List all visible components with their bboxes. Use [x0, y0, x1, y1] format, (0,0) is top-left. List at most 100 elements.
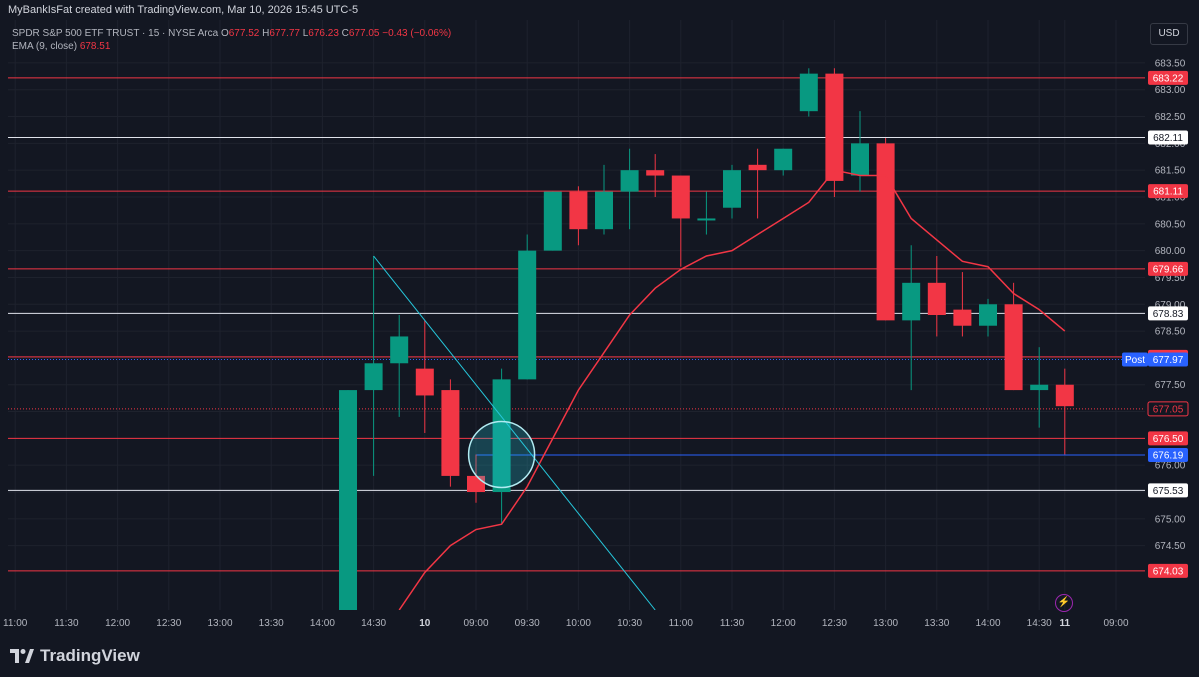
- price-tag-label: 682.11: [1153, 133, 1183, 144]
- x-tick-label: 11:00: [669, 618, 694, 629]
- price-tag-box: [1148, 306, 1188, 321]
- candle-body: [595, 191, 613, 230]
- x-tick-label: 12:30: [822, 618, 847, 629]
- y-tick-label: 678.50: [1155, 327, 1186, 338]
- y-tick-label: 674.50: [1155, 541, 1186, 552]
- candle-body: [748, 164, 767, 171]
- candle-body: [543, 191, 562, 251]
- x-tick-label: 11:00: [3, 618, 28, 629]
- x-tick-label: 10:00: [566, 618, 591, 629]
- price-tag-label: 678.83: [1153, 309, 1184, 320]
- x-tick-label: 09:00: [463, 618, 488, 629]
- x-tick-label: 11: [1060, 618, 1071, 629]
- y-tick-label: 676.00: [1155, 461, 1186, 472]
- price-tag-label: 676.19: [1153, 450, 1184, 461]
- tradingview-logo-icon: [10, 649, 34, 663]
- candle-body: [851, 143, 869, 176]
- candle-body: [569, 191, 588, 230]
- x-tick-label: 13:00: [207, 618, 232, 629]
- ema-series: [398, 169, 1066, 610]
- price-tag-box: [1148, 447, 1188, 462]
- chart-legend: SPDR S&P 500 ETF TRUST · 15 · NYSE Arca …: [12, 27, 451, 53]
- x-tick-label: 14:30: [1027, 618, 1052, 629]
- x-tick-label: 12:00: [771, 618, 796, 629]
- candle-body: [415, 368, 434, 396]
- attribution-bar: MyBankIsFat created with TradingView.com…: [0, 0, 1199, 20]
- candle-body: [927, 282, 946, 315]
- y-tick-label: 683.00: [1155, 85, 1186, 96]
- ema-row[interactable]: EMA (9, close) 678.51: [12, 40, 451, 53]
- candle-body: [646, 170, 665, 176]
- lightning-icon[interactable]: ⚡: [1055, 594, 1073, 612]
- drawings: [373, 255, 656, 610]
- candle-body: [671, 175, 690, 219]
- attribution-text: MyBankIsFat created with TradingView.com…: [8, 4, 359, 16]
- trend-line: [373, 255, 656, 610]
- y-tick-label: 680.50: [1155, 219, 1186, 230]
- price-tag-label: 676.50: [1153, 434, 1184, 445]
- candle-body: [876, 143, 895, 321]
- candle-body: [1055, 384, 1074, 407]
- candle-body: [723, 170, 741, 208]
- price-tag-box: [1148, 431, 1188, 446]
- price-tag-label: 683.22: [1153, 73, 1184, 84]
- x-tick-label: 10:30: [617, 618, 642, 629]
- candle-body: [953, 309, 972, 326]
- tradingview-logo[interactable]: TradingView: [10, 646, 140, 666]
- price-tags: 683.22682.11681.11679.66678.83678.02676.…: [1122, 70, 1189, 578]
- x-tick-label: 12:30: [156, 618, 181, 629]
- open-label: O: [220, 28, 229, 39]
- x-tick-label: 14:00: [975, 618, 1000, 629]
- candle-body: [339, 390, 357, 610]
- candle-body: [902, 282, 921, 321]
- candle-body: [1030, 384, 1049, 391]
- candle-body: [697, 218, 716, 221]
- chart-grid: [8, 20, 1145, 610]
- candle-body: [1004, 304, 1023, 391]
- candle-body: [518, 250, 537, 380]
- x-tick-label: 14:30: [361, 618, 386, 629]
- time-axis[interactable]: 11:00 11:30 12:00 12:30 13:00 13:30 14:00 14:30…: [3, 618, 1129, 629]
- price-tag-box: [1148, 261, 1188, 276]
- price-chart[interactable]: 674.50675.00675.50676.00676.50677.00677.…: [0, 20, 1199, 635]
- ema-value: 678.51: [79, 41, 111, 52]
- highlight-circle: [467, 420, 536, 489]
- candle-body: [825, 73, 844, 181]
- close-label: C: [341, 28, 349, 39]
- price-tag-label: 677.97: [1153, 355, 1184, 366]
- x-tick-label: 09:00: [1103, 618, 1128, 629]
- price-tag-label: 681.11: [1153, 187, 1183, 198]
- open-value: 677.52: [228, 28, 260, 39]
- currency-button[interactable]: USD: [1150, 23, 1188, 45]
- x-tick-label: 11:30: [720, 618, 745, 629]
- price-tag-label: 679.66: [1153, 264, 1184, 275]
- candle-body: [492, 379, 511, 492]
- ema-label: EMA (9, close): [12, 41, 78, 52]
- price-tag-box: [1148, 352, 1188, 367]
- x-tick-label: 13:30: [924, 618, 949, 629]
- high-value: 677.77: [269, 28, 300, 39]
- symbol-row: SPDR S&P 500 ETF TRUST · 15 · NYSE Arca …: [12, 27, 451, 40]
- x-tick-label: 10: [419, 618, 431, 629]
- change-value: −0.43 (−0.06%): [382, 28, 452, 39]
- close-value: 677.05: [348, 28, 380, 39]
- y-tick-label: 681.50: [1155, 166, 1186, 177]
- y-tick-label: 682.50: [1155, 112, 1186, 123]
- price-tag-box: [1147, 401, 1189, 417]
- symbol-name[interactable]: SPDR S&P 500 ETF TRUST · 15 · NYSE Arca: [12, 28, 219, 39]
- brand-name: TradingView: [40, 646, 140, 665]
- x-tick-label: 14:00: [310, 618, 335, 629]
- candle-body: [799, 73, 818, 112]
- price-tag-box: [1148, 483, 1188, 498]
- price-tag-box: [1148, 184, 1188, 199]
- y-tick-label: 683.50: [1155, 58, 1186, 69]
- price-tag-label: 675.53: [1153, 486, 1184, 497]
- price-tag-box: [1148, 130, 1188, 145]
- candle-body: [774, 148, 793, 171]
- low-label: L: [302, 28, 309, 39]
- y-tick-label: 680.00: [1155, 246, 1186, 257]
- price-tag-box: [1148, 563, 1188, 578]
- y-tick-label: 675.00: [1155, 514, 1186, 525]
- x-tick-label: 13:30: [259, 618, 284, 629]
- horizontal-levels: [8, 77, 1145, 572]
